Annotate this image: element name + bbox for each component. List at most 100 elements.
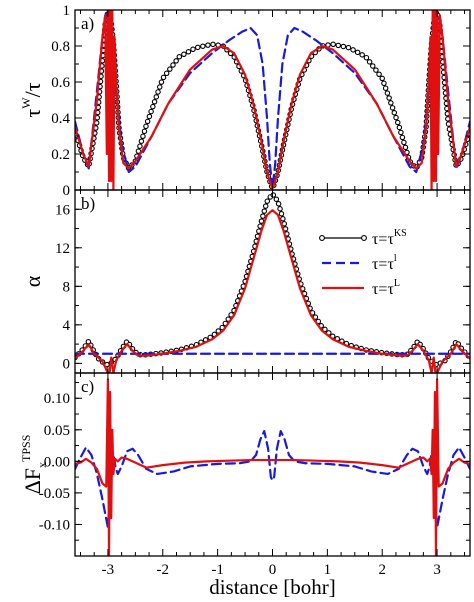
data-point: [330, 41, 336, 48]
data-point: [160, 74, 167, 81]
data-point: [345, 44, 352, 51]
y-axis-label-main: α: [20, 275, 45, 287]
data-point: [401, 139, 407, 146]
data-point: [273, 196, 280, 202]
data-point: [176, 54, 183, 60]
y-tick-label: 0.00: [44, 454, 70, 470]
y-tick-label: 4: [63, 318, 71, 334]
y-axis-label-tail: /τ: [20, 82, 45, 97]
y-tick-label: 0.2: [51, 147, 70, 163]
data-point: [394, 119, 401, 126]
legend-item-lap: τ=τL: [322, 278, 400, 298]
y-tick-label: 0: [63, 183, 71, 199]
data-point: [280, 216, 286, 222]
data-point: [373, 67, 379, 73]
data-point: [386, 95, 392, 101]
legend-label: τ=τL: [372, 278, 400, 298]
legend-marker: [361, 235, 367, 241]
y-axis-label: ΔFxTPSS: [19, 435, 49, 495]
x-tick-label: 2: [378, 562, 386, 578]
data-point: [398, 129, 404, 136]
data-point: [148, 108, 154, 115]
data-point: [258, 218, 265, 224]
data-point: [141, 128, 148, 135]
data-point: [137, 143, 143, 149]
data-point: [270, 192, 277, 198]
data-point: [393, 114, 399, 121]
data-point: [366, 59, 373, 65]
data-point: [260, 213, 266, 219]
data-point: [167, 66, 173, 72]
data-point: [195, 44, 201, 51]
y-tick-label: -0.10: [39, 517, 70, 533]
y-axis-label-sup: W: [19, 97, 33, 109]
data-point: [143, 123, 149, 130]
data-point: [153, 94, 160, 100]
data-point: [399, 134, 406, 141]
data-point: [262, 203, 269, 209]
axes-frame: [74, 189, 471, 374]
data-point: [144, 118, 151, 125]
panel-2: 0 4 8 12 16 b) α τ=τKS τ=τl τ=τL: [20, 189, 471, 374]
data-point: [155, 89, 161, 95]
y-tick-label: 8: [63, 279, 71, 295]
y-axis-label: α: [20, 275, 45, 287]
y-tick-label: 0: [63, 356, 71, 372]
data-point: [163, 70, 170, 77]
panel-3: -0.10 -0.05 0.00 0.05 0.10 c) ΔFxTPSS -3 -2 -1 0 1 2…: [19, 372, 471, 599]
y-tick-label: 1: [63, 3, 71, 19]
data-point: [376, 71, 382, 78]
data-point: [350, 47, 356, 53]
data-point: [396, 124, 403, 131]
panel-label: c): [81, 377, 94, 396]
panel-label: b): [81, 194, 95, 213]
y-axis-label-main: τ: [20, 109, 45, 118]
data-point: [190, 46, 196, 53]
y-axis-label-main: ΔF: [20, 468, 45, 494]
y-tick-label: 0.10: [44, 391, 70, 407]
data-point: [261, 208, 268, 214]
data-point: [150, 103, 156, 110]
y-axis-label-sup: TPSS: [19, 435, 33, 462]
legend-label: τ=τKS: [372, 228, 407, 248]
legend-item-ks: τ=τKS: [319, 228, 407, 248]
data-point: [140, 133, 146, 140]
data-point: [369, 63, 376, 69]
x-tick-label: -2: [157, 562, 170, 578]
data-point: [389, 105, 396, 111]
y-axis-label-sub: x: [35, 462, 49, 468]
series-group-1: [75, 10, 470, 190]
y-axis-label: τW/τ: [19, 82, 45, 117]
data-point: [264, 198, 271, 204]
x-tick-label: -3: [102, 562, 115, 578]
data-point: [384, 90, 391, 96]
data-point: [138, 138, 145, 144]
data-point: [363, 54, 370, 61]
legend-marker: [319, 235, 325, 241]
data-point: [158, 79, 165, 85]
y-tick-label: 0.4: [51, 111, 70, 127]
data-point: [354, 49, 361, 56]
x-axis-label: distance [bohr]: [209, 575, 336, 599]
data-point: [151, 99, 158, 105]
x-tick-label: 0: [269, 562, 277, 578]
data-point: [185, 49, 192, 55]
data-point: [170, 62, 176, 68]
data-point: [278, 211, 285, 217]
data-point: [381, 80, 387, 87]
y-tick-label: 0.6: [51, 75, 70, 91]
data-point: [146, 113, 153, 120]
x-tick-label: 1: [324, 562, 332, 578]
x-tick-label: -1: [211, 562, 224, 578]
data-point: [173, 58, 179, 64]
data-point: [156, 84, 163, 90]
series-l1-line: [75, 429, 470, 529]
series-group-2: [75, 192, 470, 373]
data-point: [277, 206, 283, 212]
legend-label: τ=τl: [372, 253, 397, 273]
data-point: [388, 100, 394, 106]
series-lap-line: [75, 10, 470, 190]
series-lap-line: [75, 209, 470, 373]
series-lap-line: [75, 378, 470, 556]
